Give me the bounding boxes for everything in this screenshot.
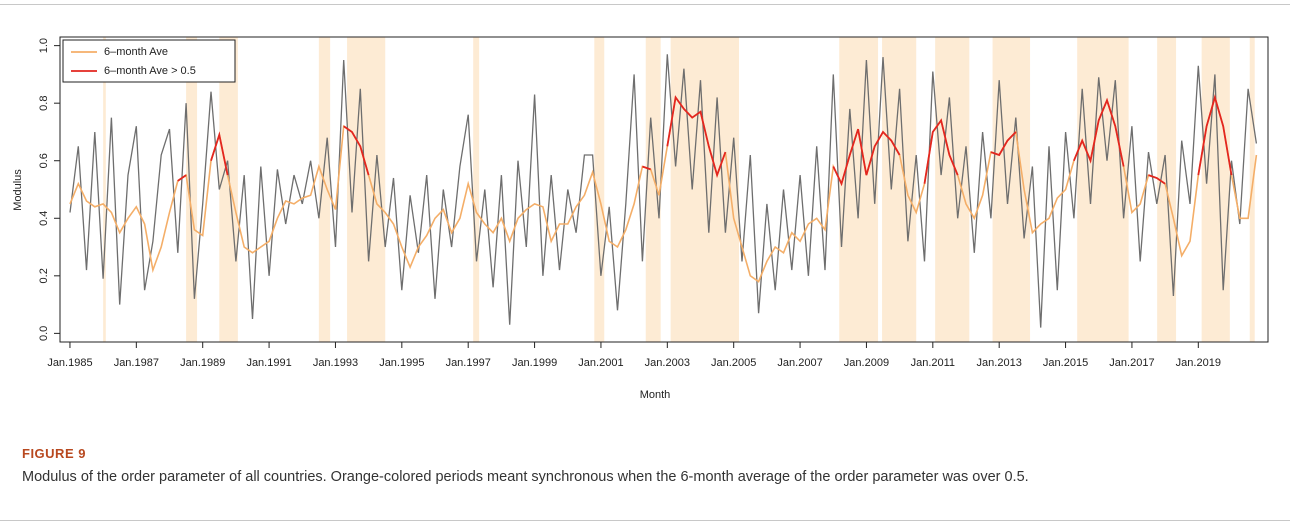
x-tick-label: Jan.1995 — [379, 357, 424, 369]
frame-line — [0, 4, 1290, 5]
y-tick-label: 0.8 — [38, 96, 50, 111]
highlight-line — [177, 174, 187, 182]
highlight-line — [210, 131, 229, 176]
sync-period — [186, 37, 198, 342]
legend-label: 6–month Ave — [104, 46, 168, 58]
x-tick-label: Jan.2015 — [1043, 357, 1088, 369]
x-tick-label: Jan.1987 — [114, 357, 159, 369]
sync-period — [935, 37, 970, 342]
y-tick-label: 0.6 — [38, 153, 50, 168]
chart: Month Modulus 0.0 0.2 0.4 0.6 0.8 1.0 Jan.1985… — [12, 36, 1269, 401]
highlight-line — [923, 118, 959, 184]
series-line — [69, 54, 1258, 328]
sync-period — [219, 37, 238, 342]
y-tick-label: 0.2 — [38, 268, 50, 283]
y-tick-label: 1.0 — [38, 38, 50, 53]
highlight-line — [990, 131, 1017, 157]
sync-period — [645, 37, 661, 342]
figure-caption: Modulus of the order parameter of all co… — [22, 469, 1029, 485]
sync-period — [1077, 37, 1129, 342]
y-tick-label: 0.4 — [38, 211, 50, 226]
sync-period — [103, 37, 106, 342]
x-tick-label: Jan.1991 — [246, 357, 291, 369]
x-tick-label: Jan.2007 — [777, 357, 822, 369]
frame-line — [0, 520, 1290, 521]
legend-box — [62, 39, 236, 83]
legend-label: 6–month Ave > 0.5 — [104, 65, 196, 77]
figure-label: FIGURE 9 — [22, 446, 86, 461]
plot-frame — [59, 36, 1269, 343]
highlight-line — [1073, 97, 1125, 167]
series-line — [69, 94, 1258, 283]
highlight-line — [832, 128, 901, 187]
y-tick-label: 0.0 — [38, 326, 50, 341]
x-tick-label: Jan.2001 — [578, 357, 623, 369]
x-tick-label: Jan.2003 — [645, 357, 690, 369]
x-tick-label: Jan.2019 — [1176, 357, 1221, 369]
x-tick-label: Jan.2011 — [911, 357, 955, 369]
sync-period — [473, 37, 480, 342]
x-tick-label: Jan.2017 — [1109, 357, 1154, 369]
highlight-line — [666, 95, 727, 179]
x-axis-label: Month — [640, 389, 671, 401]
highlight-line — [1197, 94, 1233, 176]
sync-period — [839, 37, 879, 342]
sync-period — [594, 37, 605, 342]
x-tick-label: Jan.2005 — [711, 357, 756, 369]
x-tick-label: Jan.2009 — [844, 357, 889, 369]
sync-period — [318, 37, 331, 342]
x-tick-label: Jan.1989 — [180, 357, 225, 369]
highlight-line — [642, 165, 651, 171]
highlight-line — [343, 125, 370, 176]
x-tick-label: Jan.1993 — [313, 357, 358, 369]
x-tick-label: Jan.1997 — [446, 357, 491, 369]
x-tick-label: Jan.1985 — [47, 357, 92, 369]
y-axis-label: Modulus — [12, 169, 24, 211]
x-tick-label: Jan.1999 — [512, 357, 557, 369]
sync-period — [882, 37, 917, 342]
x-tick-label: Jan.2013 — [977, 357, 1022, 369]
highlight-line — [1148, 174, 1166, 185]
